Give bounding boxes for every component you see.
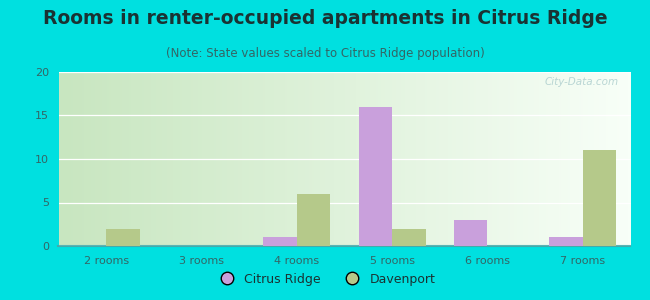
Bar bbox=[392, 229, 426, 246]
Bar bbox=[454, 220, 488, 246]
Bar bbox=[583, 150, 616, 246]
Bar bbox=[297, 194, 330, 246]
Text: (Note: State values scaled to Citrus Ridge population): (Note: State values scaled to Citrus Rid… bbox=[166, 46, 484, 59]
Bar bbox=[263, 237, 297, 246]
Text: City-Data.com: City-Data.com bbox=[545, 77, 619, 87]
Bar bbox=[359, 107, 392, 246]
Legend: Citrus Ridge, Davenport: Citrus Ridge, Davenport bbox=[209, 268, 441, 291]
Bar bbox=[549, 237, 583, 246]
Text: Rooms in renter-occupied apartments in Citrus Ridge: Rooms in renter-occupied apartments in C… bbox=[43, 9, 607, 28]
Bar bbox=[106, 229, 140, 246]
